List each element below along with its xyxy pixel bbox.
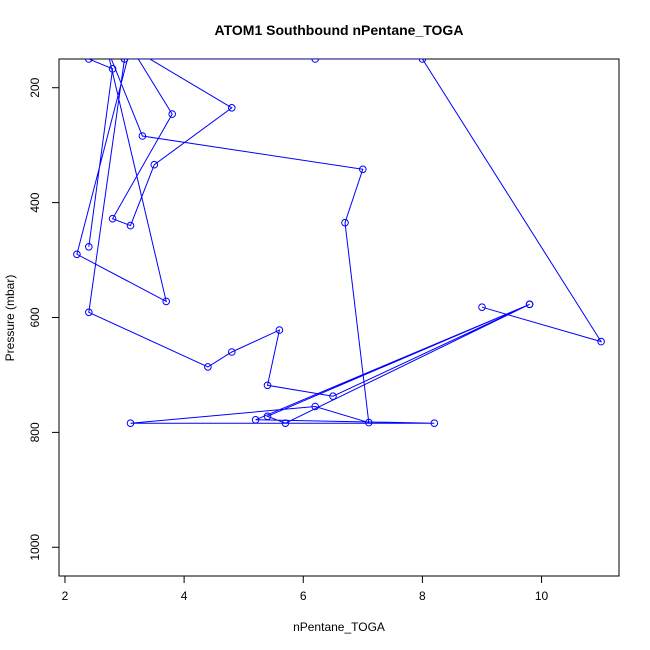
data-point — [478, 303, 486, 312]
data-point — [311, 402, 320, 411]
data-point — [108, 214, 117, 223]
y-tick-label: 600 — [28, 307, 42, 327]
data-point — [162, 297, 170, 306]
data-point — [275, 326, 284, 334]
x-tick-label: 10 — [535, 589, 549, 603]
x-axis: 2 4 6 8 10 — [62, 576, 549, 603]
data-point — [365, 418, 373, 427]
data-point — [281, 419, 290, 428]
series-layer — [73, 43, 605, 428]
data-point — [341, 218, 349, 227]
x-tick-label: 8 — [419, 589, 426, 603]
data-point — [138, 132, 147, 140]
data-point — [126, 419, 135, 428]
data-point — [73, 250, 81, 259]
y-tick-label: 400 — [28, 192, 42, 212]
data-point — [204, 363, 212, 371]
series-line — [76, 59, 603, 424]
y-tick-label: 800 — [28, 422, 42, 442]
data-point — [263, 412, 272, 421]
x-tick-label: 2 — [62, 589, 69, 603]
data-point — [127, 44, 134, 51]
y-axis-label: Pressure (mbar) — [3, 275, 17, 362]
data-point — [85, 243, 93, 251]
x-axis-label: nPentane_TOGA — [293, 620, 385, 634]
data-point — [103, 44, 110, 51]
data-point — [418, 59, 427, 63]
x-tick-label: 4 — [181, 589, 188, 603]
data-point — [228, 104, 236, 112]
data-point — [120, 59, 129, 63]
data-point — [251, 416, 260, 424]
data-point — [430, 419, 439, 428]
y-tick-label: 1000 — [28, 534, 42, 561]
data-point — [329, 392, 337, 401]
data-point — [263, 381, 272, 390]
data-point — [150, 160, 159, 169]
data-point — [359, 165, 367, 174]
chart-title: ATOM1 Southbound nPentane_TOGA — [215, 22, 464, 38]
y-axis: 200 400 600 800 1000 — [28, 77, 59, 561]
data-point — [228, 348, 236, 356]
data-point — [525, 300, 534, 309]
data-point — [597, 337, 605, 346]
y-tick-label: 200 — [28, 77, 42, 97]
data-point — [108, 65, 117, 73]
x-tick-label: 6 — [300, 589, 307, 603]
data-point — [168, 110, 176, 118]
data-point — [85, 308, 93, 317]
data-point — [85, 59, 93, 63]
data-point — [126, 221, 135, 230]
data-point — [127, 43, 134, 50]
data-point — [311, 59, 319, 63]
